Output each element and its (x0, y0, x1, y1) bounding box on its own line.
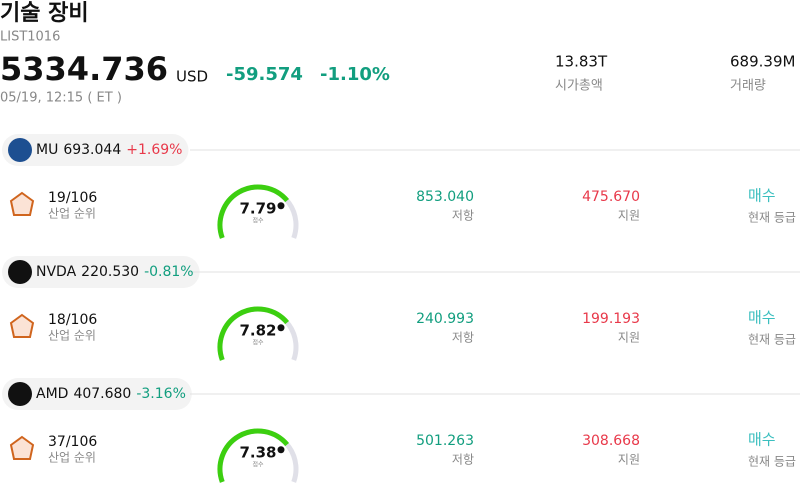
stock-line: NVDA 220.530 -0.81% (36, 264, 194, 280)
stock-icon (8, 138, 32, 162)
rank-icon (9, 313, 35, 338)
stock-icon (8, 260, 32, 284)
time: 05/19, 12:15 ( ET ) (0, 91, 122, 106)
stock-line: MU 693.044 +1.69% (36, 142, 182, 158)
rating-label: 현재 등급 (748, 333, 796, 347)
support: 308.668 (582, 433, 640, 449)
resistance: 853.040 (416, 189, 474, 205)
volume-label: 거래량 (730, 79, 766, 94)
gauge-dot (277, 202, 285, 210)
rank-label: 산업 순위 (48, 207, 96, 221)
rank-icon (9, 191, 35, 216)
rating-label: 현재 등급 (748, 455, 796, 469)
stock-pill (2, 378, 192, 410)
gauge-fill (217, 428, 290, 483)
score: 7.82 (239, 322, 276, 340)
stock-price: 693.044 (63, 142, 121, 158)
stock-ticker: MU (36, 142, 58, 158)
support-label: 지원 (618, 453, 640, 467)
resistance: 240.993 (416, 311, 474, 327)
stock-price: 220.530 (81, 264, 139, 280)
stock-change: -3.16% (136, 386, 186, 402)
gauge-dot (277, 446, 285, 454)
stock-change: -0.81% (144, 264, 194, 280)
market-cap: 13.83T (555, 53, 608, 71)
title: 기술 장비 (0, 1, 89, 26)
stock-icon (8, 382, 32, 406)
rank: 18/106 (48, 312, 97, 328)
price: 5334.736 (0, 50, 168, 88)
resistance: 501.263 (416, 433, 474, 449)
stock-ticker: NVDA (36, 264, 77, 280)
support-label: 지원 (618, 331, 640, 345)
rating: 매수 (748, 187, 776, 205)
support: 475.670 (582, 189, 640, 205)
stock-ticker: AMD (36, 386, 68, 402)
rank-icon (9, 435, 35, 460)
volume: 689.39M (730, 53, 795, 71)
code: LIST1016 (0, 30, 60, 45)
resistance-label: 저항 (452, 453, 474, 467)
score-label: 점수 (252, 218, 264, 225)
change: -59.574 (226, 64, 303, 85)
rating: 매수 (748, 309, 776, 327)
stock-line: AMD 407.680 -3.16% (36, 386, 186, 402)
gauge-dot (277, 324, 285, 332)
gauge-fill (217, 184, 290, 239)
rating: 매수 (748, 431, 776, 449)
currency: USD (176, 68, 208, 86)
rank-label: 산업 순위 (48, 329, 96, 343)
rank: 37/106 (48, 434, 97, 450)
stock-price: 407.680 (73, 386, 131, 402)
rank: 19/106 (48, 190, 97, 206)
score: 7.79 (239, 200, 276, 218)
rating-label: 현재 등급 (748, 211, 796, 225)
support: 199.193 (582, 311, 640, 327)
score-label: 점수 (252, 340, 264, 347)
rank-label: 산업 순위 (48, 451, 96, 465)
change-pct: -1.10% (320, 64, 390, 85)
stock-change: +1.69% (126, 142, 182, 158)
gauge-fill (217, 306, 290, 361)
score-label: 점수 (252, 462, 264, 469)
score: 7.38 (239, 444, 276, 462)
stock-pill (2, 134, 189, 166)
resistance-label: 저항 (452, 209, 474, 223)
stock-pill (2, 256, 200, 288)
resistance-label: 저항 (452, 331, 474, 345)
market-cap-label: 시가총액 (555, 79, 603, 94)
support-label: 지원 (618, 209, 640, 223)
